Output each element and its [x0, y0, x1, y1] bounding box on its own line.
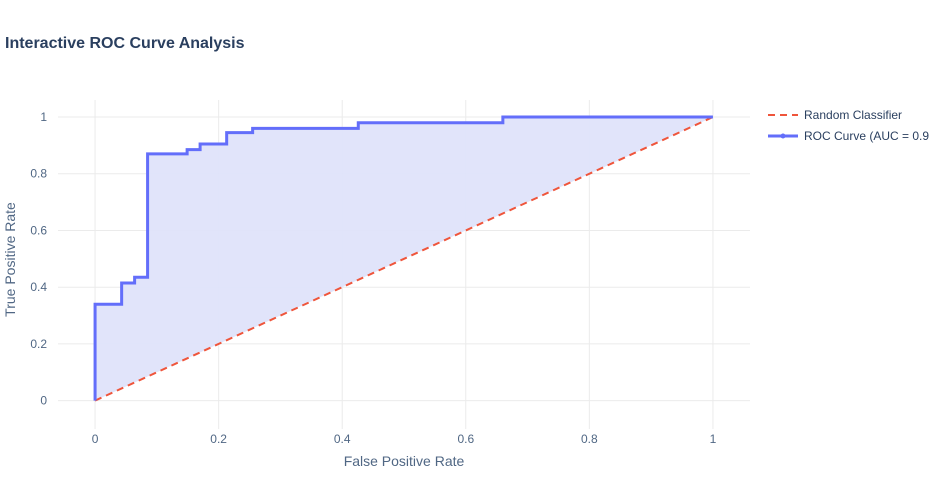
- legend-label: ROC Curve (AUC = 0.9: [804, 129, 929, 143]
- legend[interactable]: Random Classifier ROC Curve (AUC = 0.9: [768, 108, 929, 143]
- x-tick-label: 0.2: [210, 432, 227, 446]
- x-tick-label: 0: [92, 432, 99, 446]
- x-tick-label: 0.6: [457, 432, 474, 446]
- x-axis-title: False Positive Rate: [344, 453, 465, 469]
- legend-marker: [780, 133, 786, 139]
- y-tick-label: 0.6: [30, 223, 47, 237]
- series-lines: [93, 115, 714, 402]
- legend-label: Random Classifier: [804, 108, 902, 122]
- y-tick-label: 0.4: [30, 280, 47, 294]
- random-classifier-line[interactable]: [94, 116, 714, 402]
- tick-labels: 0 0.2 0.4 0.6 0.8 1 0 0.2 0.4 0.6 0.8 1: [30, 110, 716, 446]
- chart-title: Interactive ROC Curve Analysis: [5, 35, 245, 52]
- legend-item[interactable]: Random Classifier: [768, 108, 902, 122]
- y-tick-label: 0.2: [30, 337, 47, 351]
- legend-item[interactable]: ROC Curve (AUC = 0.9: [768, 129, 929, 143]
- y-tick-label: 0.8: [30, 167, 47, 181]
- x-tick-label: 0.4: [334, 432, 351, 446]
- y-tick-label: 1: [40, 110, 47, 124]
- x-tick-label: 1: [710, 432, 717, 446]
- roc-curve-line[interactable]: [93, 115, 713, 401]
- x-tick-label: 0.8: [581, 432, 598, 446]
- y-tick-label: 0: [40, 394, 47, 408]
- y-axis-title: True Positive Rate: [2, 202, 18, 317]
